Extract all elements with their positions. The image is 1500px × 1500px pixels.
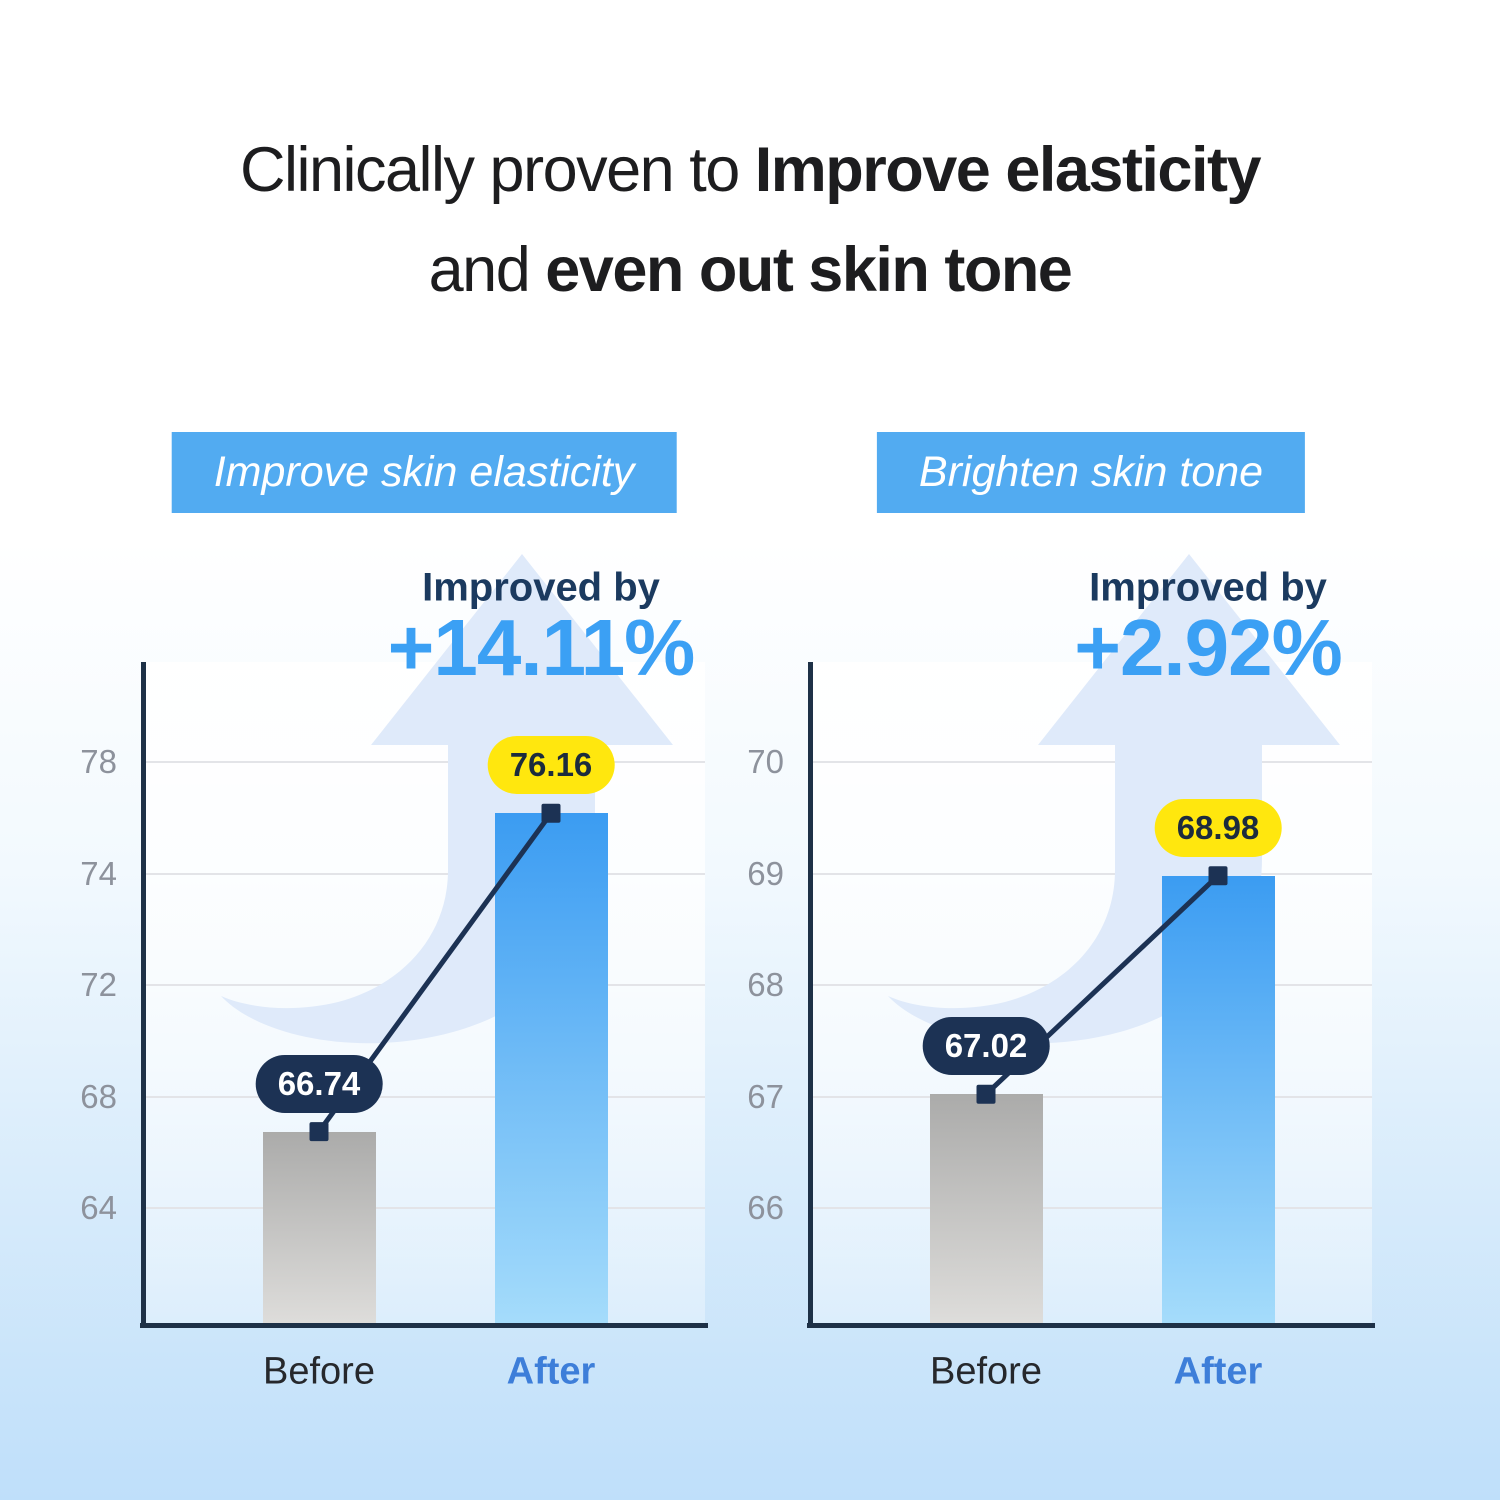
bar-before bbox=[929, 1094, 1043, 1325]
gridline bbox=[146, 761, 705, 763]
improved-by-label: Improved by bbox=[422, 565, 660, 610]
improved-percent-value: +2.92% bbox=[1074, 603, 1343, 692]
y-tick-label: 67 bbox=[747, 1077, 784, 1115]
category-label-before: Before bbox=[263, 1350, 375, 1393]
category-label-after: After bbox=[1173, 1350, 1263, 1393]
category-label-after: After bbox=[506, 1350, 596, 1393]
title-bold-text: Improve elasticity bbox=[754, 135, 1262, 205]
category-label-before: Before bbox=[930, 1350, 1042, 1393]
value-pill-before: 67.02 bbox=[922, 1017, 1050, 1076]
gridline bbox=[813, 1207, 1372, 1209]
title-regular-text: Clinically proven to bbox=[240, 135, 755, 205]
page-title-line2: and even out skin tone bbox=[0, 220, 1500, 320]
gridline bbox=[813, 761, 1372, 763]
value-pill-before: 66.74 bbox=[255, 1054, 383, 1113]
gridline bbox=[813, 1095, 1372, 1098]
y-tick-label: 68 bbox=[80, 1077, 117, 1115]
x-axis bbox=[807, 1323, 1375, 1328]
improved-percent-value: +14.11% bbox=[387, 603, 696, 692]
y-axis bbox=[808, 662, 813, 1328]
value-pill-after: 76.16 bbox=[487, 736, 615, 795]
y-axis bbox=[141, 662, 146, 1328]
value-pill-after: 68.98 bbox=[1154, 798, 1282, 857]
page-title: Clinically proven to Improve elasticity … bbox=[0, 120, 1500, 320]
up-trend-arrow-shape bbox=[1038, 554, 1340, 745]
x-axis bbox=[140, 1323, 708, 1328]
gridline bbox=[146, 1207, 705, 1209]
title-regular-text: and bbox=[428, 235, 546, 305]
title-bold-text: even out skin tone bbox=[545, 235, 1073, 305]
up-trend-arrow-shape bbox=[371, 554, 673, 745]
page-title-line1: Clinically proven to Improve elasticity bbox=[0, 120, 1500, 220]
bar-after bbox=[1161, 875, 1275, 1325]
y-tick-label: 69 bbox=[747, 854, 784, 892]
y-tick-label: 74 bbox=[80, 854, 117, 892]
bar-after bbox=[494, 813, 608, 1325]
chart-banner: Improve skin elasticity bbox=[171, 432, 677, 513]
chart-banner: Brighten skin tone bbox=[876, 432, 1306, 513]
y-tick-label: 78 bbox=[80, 743, 117, 780]
gridline bbox=[813, 872, 1372, 875]
y-tick-label: 70 bbox=[747, 743, 784, 780]
y-tick-label: 68 bbox=[747, 966, 784, 1003]
y-tick-label: 72 bbox=[80, 966, 117, 1003]
y-tick-label: 66 bbox=[747, 1189, 784, 1226]
y-tick-label: 64 bbox=[80, 1189, 117, 1226]
improved-by-label: Improved by bbox=[1089, 565, 1327, 610]
bar-before bbox=[262, 1131, 376, 1325]
